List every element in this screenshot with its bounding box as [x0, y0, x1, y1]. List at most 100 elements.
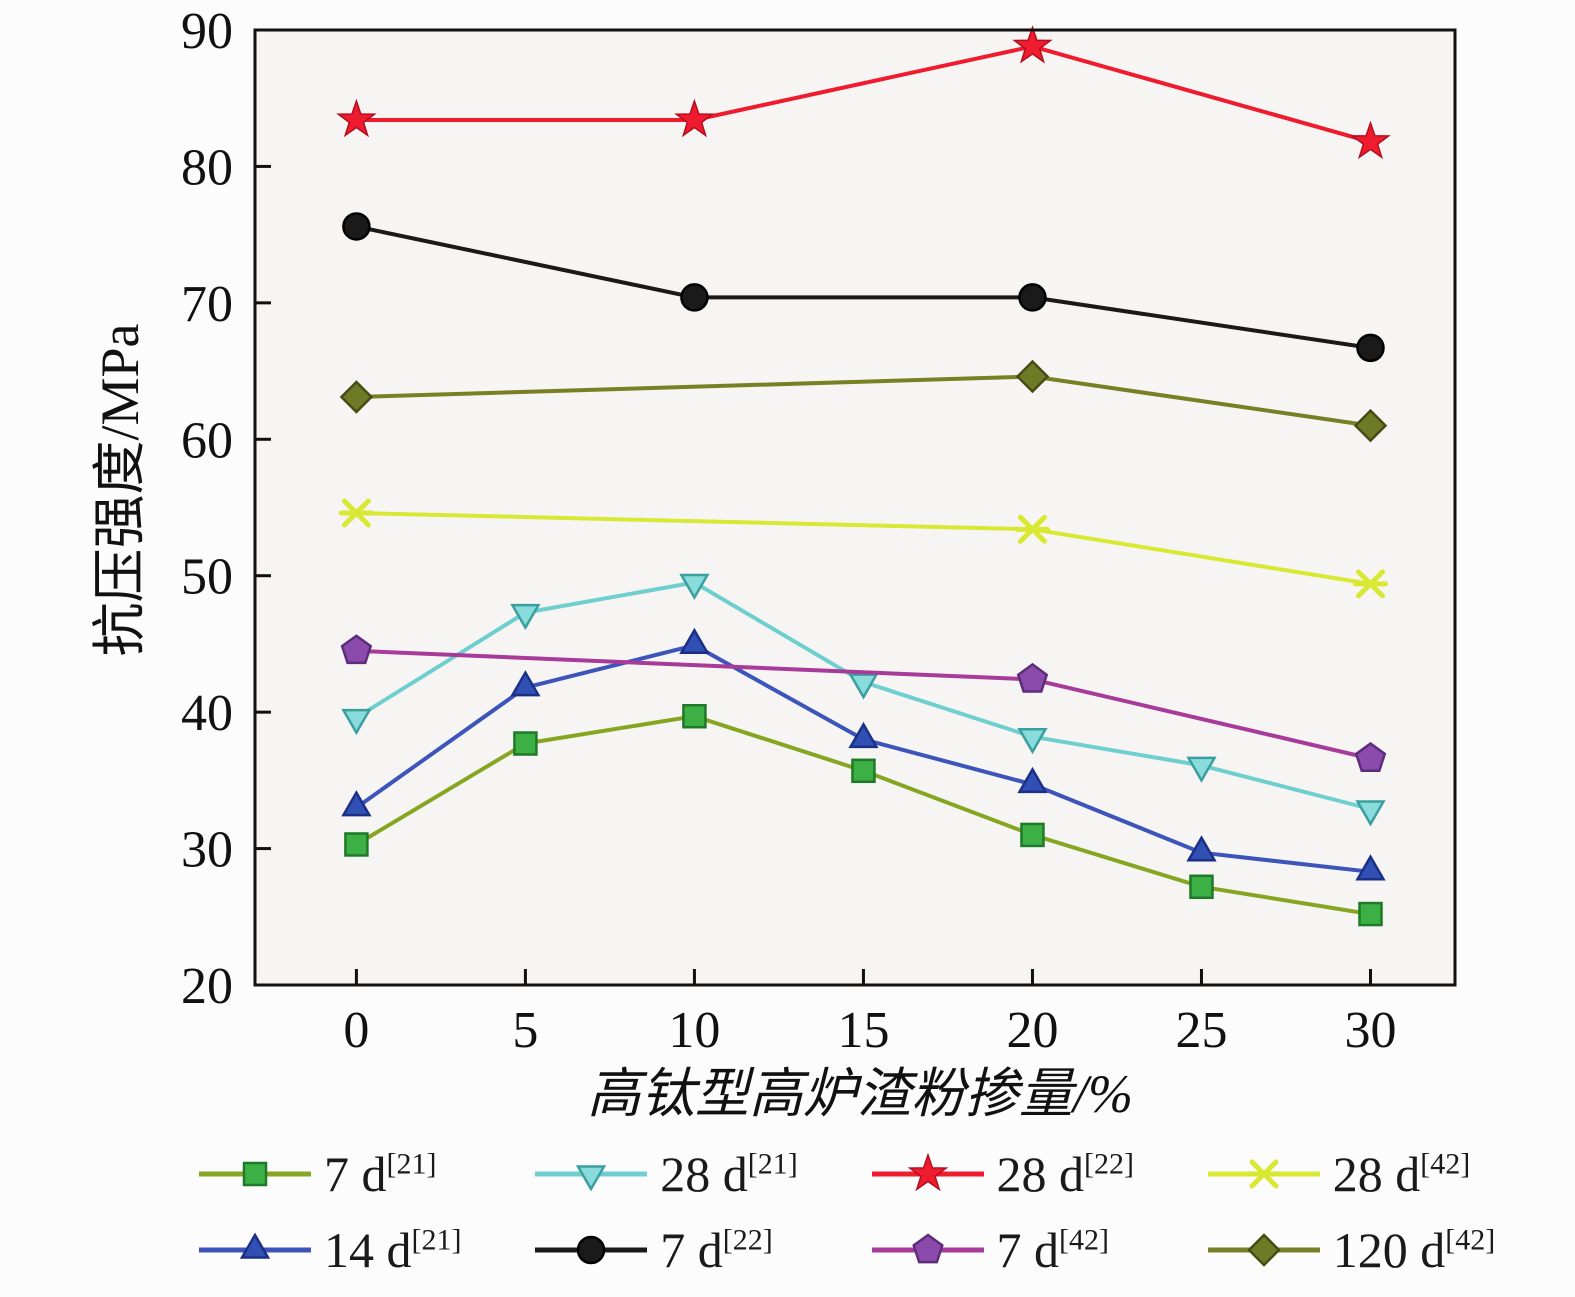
- x-tick-label: 0: [343, 1002, 369, 1059]
- series-28d-21: [341, 573, 1386, 827]
- y-tick-label: 90: [181, 3, 233, 60]
- x-tick-label: 30: [1344, 1002, 1396, 1059]
- y-tick-label: 20: [181, 958, 233, 1015]
- x-marker: [1014, 514, 1050, 544]
- triangle-down-marker: [1017, 727, 1048, 755]
- x-tick-label: 5: [512, 1002, 538, 1059]
- plot-border: [253, 28, 1457, 987]
- circle-marker: [342, 212, 371, 241]
- legend-label: 14 d[21]: [324, 1222, 462, 1278]
- triangle-down-marker: [679, 573, 710, 600]
- series-28d-42: [338, 498, 1388, 599]
- triangle-down-marker: [576, 1165, 607, 1192]
- triangle-down-marker: [1355, 800, 1386, 827]
- legend-item-28d-42: 28 d[42]: [1205, 1138, 1541, 1210]
- legend-label: 28 d[21]: [660, 1146, 798, 1202]
- star-marker: [1350, 120, 1391, 160]
- x-tick-label: 20: [1006, 1002, 1058, 1059]
- triangle-down-marker: [1186, 756, 1217, 783]
- pentagon-marker: [1016, 662, 1049, 693]
- series-14d-21: [341, 627, 1386, 881]
- triangle-up-marker: [1017, 766, 1048, 794]
- square-marker: [851, 758, 876, 784]
- series-28d-22: [336, 25, 1391, 160]
- triangle-up-marker: [510, 670, 541, 697]
- square-marker: [682, 703, 707, 729]
- square-marker-icon: [199, 1161, 311, 1187]
- triangle-up-marker-icon: [199, 1232, 311, 1259]
- star-marker: [1012, 25, 1053, 64]
- circle-marker: [577, 1235, 606, 1265]
- pentagon-marker: [340, 634, 373, 665]
- triangle-up-marker: [848, 721, 879, 749]
- x-marker: [1352, 569, 1388, 599]
- pentagon-marker-icon: [871, 1233, 984, 1264]
- square-marker: [1358, 901, 1383, 927]
- legend-label: 120 d[42]: [1332, 1222, 1496, 1278]
- triangle-up-marker: [1186, 835, 1217, 862]
- pentagon-marker: [1354, 741, 1387, 772]
- series-7d-22: [342, 212, 1385, 363]
- circle-marker: [1356, 333, 1385, 363]
- diamond-marker: [1353, 408, 1388, 443]
- square-marker: [242, 1161, 268, 1187]
- diamond-marker: [1015, 359, 1050, 394]
- star-marker: [674, 98, 715, 138]
- series-7d-21: [344, 703, 1383, 927]
- y-tick-label: 50: [181, 549, 233, 606]
- diamond-marker: [339, 380, 374, 414]
- diamond-marker: [1246, 1233, 1281, 1267]
- x-tick-label: 10: [668, 1002, 720, 1059]
- y-tick-label: 80: [181, 139, 233, 196]
- chart-layers: 0 5 10 15 20 25 30 20 30 40 50 60 70 80 90: [181, 3, 1457, 1059]
- x-tick-label: 25: [1175, 1002, 1227, 1059]
- legend-item-7d-42: 7 d[42]: [869, 1214, 1205, 1286]
- legend-item-7d-22: 7 d[22]: [532, 1214, 868, 1286]
- legend-item-28d-22: 28 d[22]: [869, 1138, 1205, 1210]
- legend-label: 28 d[22]: [996, 1146, 1134, 1202]
- triangle-down-marker: [341, 708, 372, 736]
- triangle-down-marker: [848, 673, 879, 700]
- square-marker: [513, 731, 538, 756]
- square-marker: [1020, 822, 1045, 848]
- legend: 7 d[21] 28 d[21] 28 d[22] 28 d[42] 14 d[21] 7…: [196, 1138, 1541, 1286]
- y-axis-label: 抗压强度/MPa: [90, 323, 150, 656]
- triangle-down-marker-icon: [535, 1165, 648, 1192]
- circle-marker: [680, 283, 709, 312]
- series-7d-42: [340, 634, 1387, 772]
- series-120d-42: [339, 359, 1388, 443]
- x-axis-label: 高钛型高炉渣粉掺量/%: [587, 1064, 1133, 1124]
- x-tick-label: 15: [837, 1002, 889, 1059]
- legend-label: 7 d[21]: [324, 1146, 437, 1202]
- star-marker: [336, 98, 377, 138]
- series-line: [355, 224, 1371, 350]
- triangle-up-marker: [679, 627, 710, 655]
- legend-item-28d-21: 28 d[21]: [532, 1138, 868, 1210]
- triangle-down-marker: [510, 603, 541, 631]
- plot-area: [255, 30, 1455, 985]
- triangle-up-marker: [239, 1232, 271, 1259]
- pentagon-marker: [911, 1233, 944, 1264]
- star-marker: [907, 1152, 948, 1192]
- x-marker: [1246, 1159, 1282, 1189]
- square-marker: [1189, 874, 1214, 900]
- y-tick-label: 40: [181, 685, 233, 742]
- y-tick-label: 30: [181, 822, 233, 879]
- series-line: [356, 44, 1372, 144]
- legend-label: 28 d[42]: [1332, 1146, 1471, 1202]
- triangle-up-marker: [341, 790, 372, 817]
- legend-label: 7 d[42]: [996, 1222, 1109, 1278]
- legend-item-120d-42: 120 d[42]: [1205, 1214, 1541, 1286]
- x-marker: [338, 498, 374, 528]
- legend-item-14d-21: 14 d[21]: [196, 1214, 532, 1286]
- x-marker-icon: [1207, 1159, 1320, 1189]
- circle-marker: [1018, 283, 1047, 312]
- circle-marker-icon: [535, 1235, 648, 1265]
- chart-svg: 0 5 10 15 20 25 30 20 30 40 50 60 70 80 90 抗压强度/MPa 高钛…: [90, 3, 1457, 1124]
- diamond-marker-icon: [1207, 1233, 1320, 1267]
- star-marker-icon: [871, 1152, 984, 1192]
- legend-label: 7 d[22]: [660, 1222, 773, 1278]
- square-marker: [344, 832, 369, 857]
- y-tick-label: 70: [181, 276, 233, 333]
